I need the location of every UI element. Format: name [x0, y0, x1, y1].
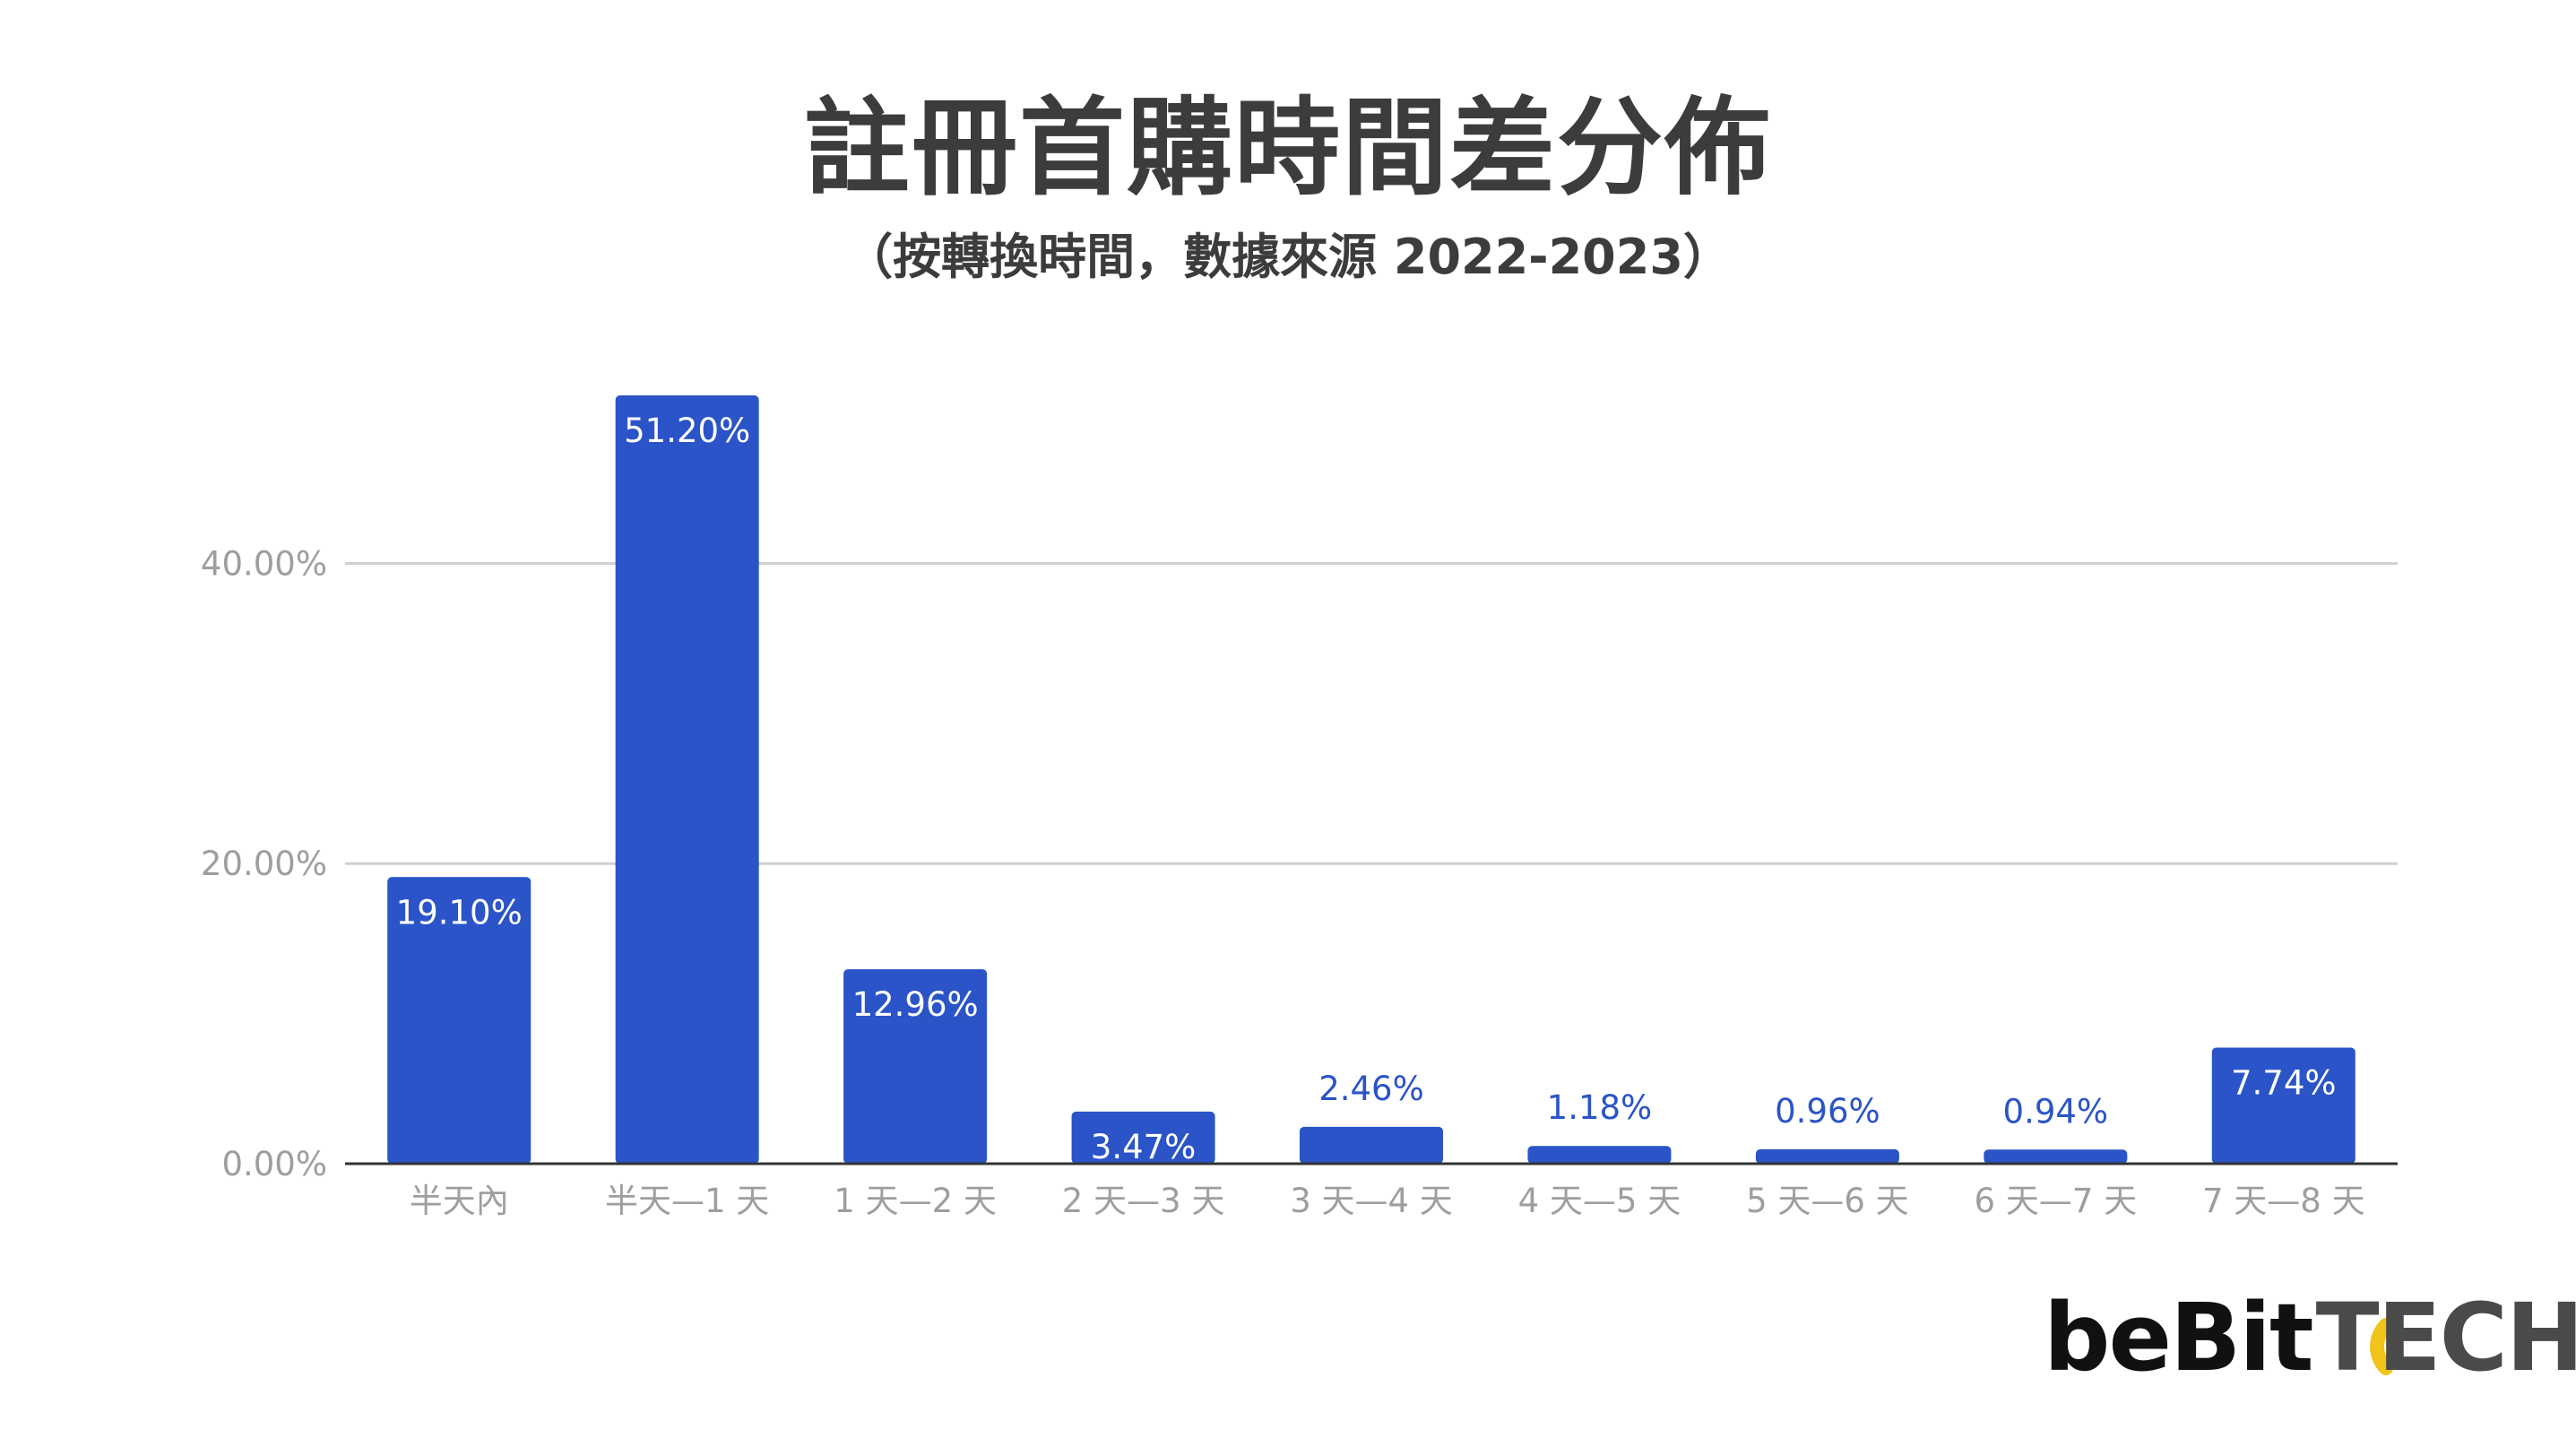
x-tick-label: 6 天—7 天 [1975, 1182, 2138, 1220]
bar [843, 969, 988, 1164]
x-tick-label: 1 天—2 天 [834, 1182, 997, 1220]
bar [1300, 1126, 1443, 1164]
x-tick-label: 3 天—4 天 [1290, 1182, 1453, 1220]
y-tick-label: 40.00% [201, 544, 327, 583]
chart-subtitle: （按轉換時間，數據來源 2022-2023） [844, 229, 1732, 285]
bar [2211, 1047, 2356, 1164]
y-tick-label: 20.00% [201, 845, 327, 883]
x-tick-label: 7 天—8 天 [2202, 1182, 2365, 1220]
bar [615, 395, 759, 1164]
x-tick-label: 半天—1 天 [605, 1182, 769, 1220]
data-label: 0.96% [1775, 1092, 1880, 1131]
logo-part-bebit: beBit [2044, 1283, 2314, 1392]
bar [1755, 1148, 1899, 1164]
logo-accent-arc [2370, 1318, 2393, 1375]
data-label: 0.94% [2003, 1092, 2109, 1131]
x-tick-label: 2 天—3 天 [1062, 1182, 1225, 1220]
chart-title: 註冊首購時間差分佈 [803, 86, 1772, 210]
bebit-tech-logo: beBitTECH [2044, 1291, 2576, 1384]
data-label: 51.20% [624, 412, 750, 450]
bar [387, 877, 532, 1164]
data-label: 12.96% [852, 985, 979, 1024]
bar [1984, 1149, 2128, 1164]
data-label: 3.47% [1091, 1128, 1197, 1166]
data-label: 19.10% [396, 893, 523, 931]
x-tick-label: 5 天—6 天 [1746, 1182, 1909, 1220]
x-tick-label: 4 天—5 天 [1518, 1182, 1681, 1220]
data-label: 1.18% [1547, 1088, 1653, 1127]
y-tick-label: 0.00% [221, 1145, 327, 1183]
data-label: 2.46% [1318, 1070, 1424, 1108]
data-label: 7.74% [2231, 1063, 2337, 1102]
bar [1071, 1111, 1215, 1164]
x-tick-label: 半天內 [410, 1182, 509, 1220]
logo-part-tech: TECH [2315, 1283, 2576, 1392]
bar [1527, 1146, 1672, 1164]
